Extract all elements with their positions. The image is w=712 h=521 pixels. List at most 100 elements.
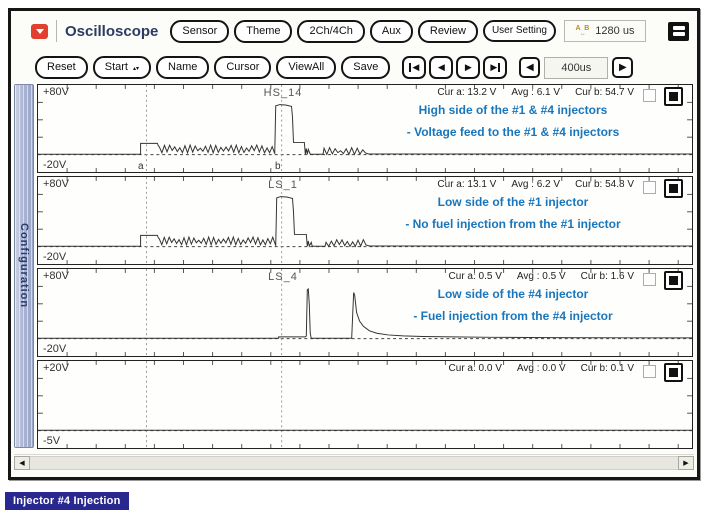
bar-icon xyxy=(409,63,412,72)
record-nav-group: ◀ ◀ ▶ ▶ xyxy=(402,56,508,79)
oscilloscope-window: Oscilloscope Sensor Theme 2Ch/4Ch Aux Re… xyxy=(8,8,700,480)
channel-name: LS_4 xyxy=(268,271,298,283)
annotation-line1: Low side of the #1 injector xyxy=(437,195,589,209)
chart-region: Configuration +80V -20V HS_14 Cur a: 13.… xyxy=(14,84,693,450)
timebase-decrease-button[interactable]: ◀ xyxy=(519,57,541,78)
save-button[interactable]: Save xyxy=(341,56,391,79)
scroll-left-button[interactable]: ◀ xyxy=(14,455,30,470)
vmax-label: +20V xyxy=(43,362,69,374)
annotation-line1: High side of the #1 & #4 injectors xyxy=(418,103,608,117)
timebase-group: ◀ 400us ▶ xyxy=(519,56,634,79)
start-button[interactable]: Start ▴▾ xyxy=(92,56,152,79)
user-setting-button[interactable]: User Setting xyxy=(482,20,556,42)
measurement-readout: Cur a: 13.2 V Avg : 6.1 V Cur b: 54.7 V xyxy=(437,87,634,98)
ab-time-value: 1280 us xyxy=(595,25,635,37)
bar-icon xyxy=(672,26,685,30)
cursor-a-value: Cur a: 0.0 V xyxy=(448,363,502,374)
next-button[interactable]: ▶ xyxy=(456,56,481,79)
bar-icon xyxy=(498,63,501,72)
annotation: Low side of the #1 injector - No fuel in… xyxy=(338,191,688,235)
channel-panel-2: +80V -20V LS_1 Cur a: 13.1 V Avg : 6.2 V… xyxy=(37,176,693,265)
channel-color-swatch xyxy=(669,184,678,193)
vmin-label: -20V xyxy=(43,251,67,263)
toolbar: Reset Start ▴▾ Name Cursor ViewAll Save ◀… xyxy=(11,51,697,84)
channel-panel-4: +20V -5V Cur a: 0.0 V Avg : 0.0 V Cur b:… xyxy=(37,360,693,449)
vmin-label: -5V xyxy=(43,435,61,447)
channel-indicator-button[interactable] xyxy=(664,87,683,106)
channel-panel-1: +80V -20V HS_14 Cur a: 13.2 V Avg : 6.1 … xyxy=(37,84,693,173)
prev-button[interactable]: ◀ xyxy=(429,56,454,79)
ab-cursor-delta-icon: A B ↔ xyxy=(575,25,591,37)
channel-checkbox[interactable] xyxy=(643,89,656,102)
channel-panel-3: +80V -20V LS_4 Cur a: 0.5 V Avg : 0.5 V … xyxy=(37,268,693,357)
vmin-label: -20V xyxy=(43,343,67,355)
annotation-line2: - Fuel injection from the #4 injector xyxy=(413,309,613,323)
channel-name: LS_1 xyxy=(268,179,298,191)
vmin-label: -20V xyxy=(43,159,67,171)
channel-mode-button[interactable]: 2Ch/4Ch xyxy=(297,19,365,43)
scroll-right-button[interactable]: ▶ xyxy=(678,455,694,470)
cursor-a-value: Cur a: 13.1 V xyxy=(437,179,497,190)
cursor-b-value: Cur b: 0.1 V xyxy=(580,363,634,374)
measurement-readout: Cur a: 13.1 V Avg : 6.2 V Cur b: 54.8 V xyxy=(437,179,634,190)
bar-icon xyxy=(672,32,685,36)
cursor-button[interactable]: Cursor xyxy=(214,56,272,79)
channel-color-swatch xyxy=(669,368,678,377)
timebase-increase-button[interactable]: ▶ xyxy=(612,57,634,78)
annotation-line2: - Voltage feed to the #1 & #4 injectors xyxy=(406,125,620,139)
channel-indicator-button[interactable] xyxy=(664,179,683,198)
skip-end-button[interactable]: ▶ xyxy=(483,56,508,79)
window-layout-icon[interactable] xyxy=(668,21,689,41)
channel-indicator-button[interactable] xyxy=(664,363,683,382)
timebase-value: 400us xyxy=(544,56,609,79)
cursor-b-label: b xyxy=(275,161,281,172)
title-bar: Oscilloscope Sensor Theme 2Ch/4Ch Aux Re… xyxy=(11,11,697,51)
channel-indicator-button[interactable] xyxy=(664,271,683,290)
skip-start-button[interactable]: ◀ xyxy=(402,56,427,79)
avg-value: Avg : 6.1 V xyxy=(511,87,561,98)
viewall-button[interactable]: ViewAll xyxy=(276,56,337,79)
annotation-line1: Low side of the #4 injector xyxy=(437,287,589,301)
theme-button[interactable]: Theme xyxy=(234,19,293,43)
titlebar-buttons: Sensor Theme 2Ch/4Ch Aux Review User Set… xyxy=(170,19,556,43)
figure-caption: Injector #4 Injection xyxy=(5,492,129,510)
channel-name: HS_14 xyxy=(263,87,303,99)
avg-value: Avg : 0.0 V xyxy=(516,363,566,374)
configuration-tab[interactable]: Configuration xyxy=(14,84,34,448)
vmax-label: +80V xyxy=(43,178,69,190)
cursor-b-value: Cur b: 54.7 V xyxy=(575,87,634,98)
channel-checkbox[interactable] xyxy=(643,273,656,286)
spinner-icon: ▴▾ xyxy=(132,66,140,72)
page-title: Oscilloscope xyxy=(65,22,159,40)
reset-button[interactable]: Reset xyxy=(35,56,88,79)
scrollbar-track[interactable] xyxy=(30,455,678,470)
review-button[interactable]: Review xyxy=(417,19,478,43)
channel-color-swatch xyxy=(669,92,678,101)
measurement-readout: Cur a: 0.5 V Avg : 0.5 V Cur b: 1.6 V xyxy=(449,271,634,282)
divider xyxy=(56,20,57,42)
sensor-button[interactable]: Sensor xyxy=(170,19,230,43)
channel-checkbox[interactable] xyxy=(643,181,656,194)
cursor-b-value: Cur b: 54.8 V xyxy=(575,179,634,190)
waveform-plot xyxy=(38,269,692,356)
measurement-readout: Cur a: 0.0 V Avg : 0.0 V Cur b: 0.1 V xyxy=(449,363,634,374)
channel-panels: +80V -20V HS_14 Cur a: 13.2 V Avg : 6.1 … xyxy=(37,84,693,450)
aux-button[interactable]: Aux xyxy=(369,19,413,43)
avg-value: Avg : 6.2 V xyxy=(511,179,561,190)
vmax-label: +80V xyxy=(43,86,69,98)
ab-time-display: A B ↔ 1280 us xyxy=(563,20,646,42)
configuration-tab-label: Configuration xyxy=(18,223,30,309)
cursor-a-value: Cur a: 13.2 V xyxy=(437,87,497,98)
app-menu-icon[interactable] xyxy=(31,23,48,39)
cursor-a-value: Cur a: 0.5 V xyxy=(448,271,502,282)
cursor-b-value: Cur b: 1.6 V xyxy=(580,271,634,282)
annotation: High side of the #1 & #4 injectors - Vol… xyxy=(338,99,688,143)
toolbar-buttons: Reset Start ▴▾ Name Cursor ViewAll Save xyxy=(35,56,391,79)
vmax-label: +80V xyxy=(43,270,69,282)
channel-checkbox[interactable] xyxy=(643,365,656,378)
waveform-plot xyxy=(38,85,692,172)
horizontal-scrollbar[interactable]: ◀ ▶ xyxy=(14,454,694,470)
cursor-a-label: a xyxy=(138,161,144,172)
name-button[interactable]: Name xyxy=(156,56,210,79)
